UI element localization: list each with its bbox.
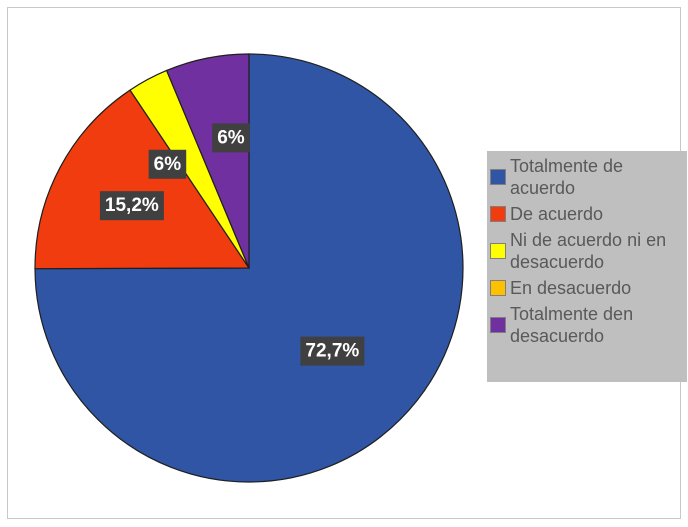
legend-swatch-en-desacuerdo <box>490 280 506 296</box>
legend-label: De acuerdo <box>510 204 604 224</box>
legend-swatch-ni-de-acuerdo <box>490 243 506 259</box>
legend-label: Totalmente de acuerdo <box>510 156 624 198</box>
legend-swatch-de-acuerdo <box>490 206 506 222</box>
legend-label: Ni de acuerdo ni en desacuerdo <box>510 230 667 272</box>
data-label-text: 72,7% <box>305 341 359 362</box>
pie-slice-totalmente-den-desacuerdo <box>165 53 250 269</box>
legend-swatch-totalmente-de-acuerdo <box>490 169 506 185</box>
legend-item-en-desacuerdo: En desacuerdo <box>490 277 687 299</box>
data-label-totalmente-den-desacuerdo: 6% <box>212 123 250 153</box>
data-label-box <box>300 336 365 366</box>
data-label-de-acuerdo: 15,2% <box>99 191 164 221</box>
chart-legend: Totalmente de acuerdo De acuerdo Ni de a… <box>487 151 687 382</box>
data-label-box <box>148 149 187 179</box>
data-label-text: 6% <box>154 154 182 175</box>
legend-item-totalmente-den-desacuerdo: Totalmente den desacuerdo <box>490 303 687 347</box>
data-label-totalmente-de-acuerdo: 72,7% <box>300 336 365 366</box>
data-label-text: 6% <box>217 127 245 148</box>
legend-label: En desacuerdo <box>510 278 632 298</box>
legend-label: Totalmente den desacuerdo <box>510 304 634 346</box>
pie-slice-de-acuerdo <box>34 89 251 270</box>
legend-item-ni-de-acuerdo: Ni de acuerdo ni en desacuerdo <box>490 229 687 273</box>
data-label-text: 15,2% <box>105 195 159 216</box>
data-label-box <box>99 191 164 221</box>
data-label-box <box>212 123 250 153</box>
legend-swatch-totalmente-den-desacuerdo <box>490 317 506 333</box>
data-label-ni-de-acuerdo-ni-en-desacuerdo: 6% <box>148 149 187 179</box>
pie-slice-totalmente-de-acuerdo <box>34 53 464 483</box>
legend-item-de-acuerdo: De acuerdo <box>490 203 687 225</box>
legend-item-totalmente-de-acuerdo: Totalmente de acuerdo <box>490 155 687 199</box>
